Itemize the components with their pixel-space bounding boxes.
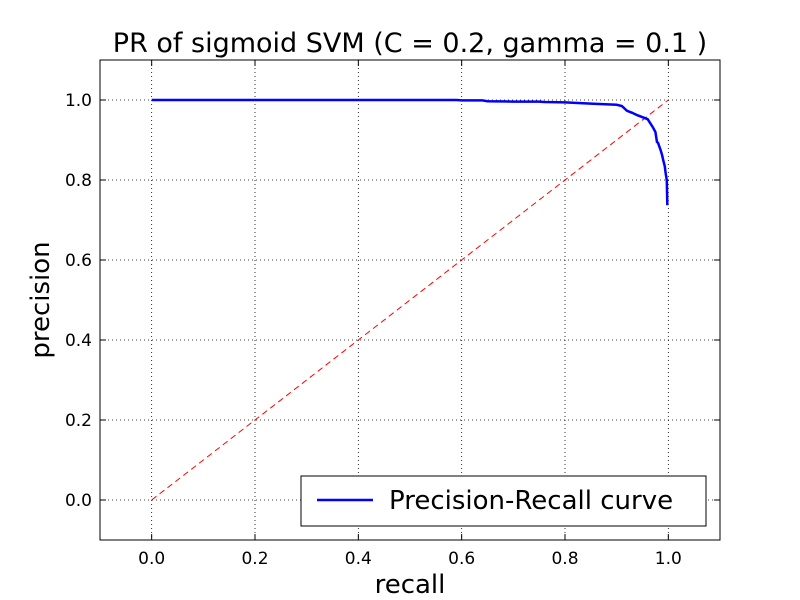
x-tick-label: 0.6	[448, 549, 475, 569]
diagonal-reference-line	[151, 99, 669, 501]
x-tick-label: 0.0	[138, 549, 165, 569]
y-tick-label: 1.0	[65, 91, 92, 111]
y-tick-label: 0.6	[65, 251, 92, 271]
series-layer	[151, 98, 669, 501]
x-tick-label: 0.8	[551, 549, 578, 569]
legend: Precision-Recall curve	[300, 475, 707, 527]
y-tick-label: 0.8	[65, 171, 92, 191]
y-tick-label: 0.0	[65, 491, 92, 511]
x-tick-label: 1.0	[655, 549, 682, 569]
x-tick-label: 0.2	[241, 549, 268, 569]
ticks: 0.0 0.2 0.4 0.6 0.8 1.0 0.0 0.2 0.4 0.6 0.8 1.0	[65, 60, 720, 569]
y-axis-title: precision	[26, 241, 56, 358]
x-axis-title: recall	[375, 570, 446, 600]
x-tick-label: 0.4	[345, 549, 372, 569]
y-tick-label: 0.2	[65, 411, 92, 431]
legend-label: Precision-Recall curve	[389, 486, 673, 516]
chart-title: PR of sigmoid SVM (C = 0.2, gamma = 0.1 …	[113, 28, 707, 59]
y-tick-label: 0.4	[65, 331, 92, 351]
plot-frame	[99, 59, 721, 541]
pr-curve-line	[151, 98, 669, 206]
